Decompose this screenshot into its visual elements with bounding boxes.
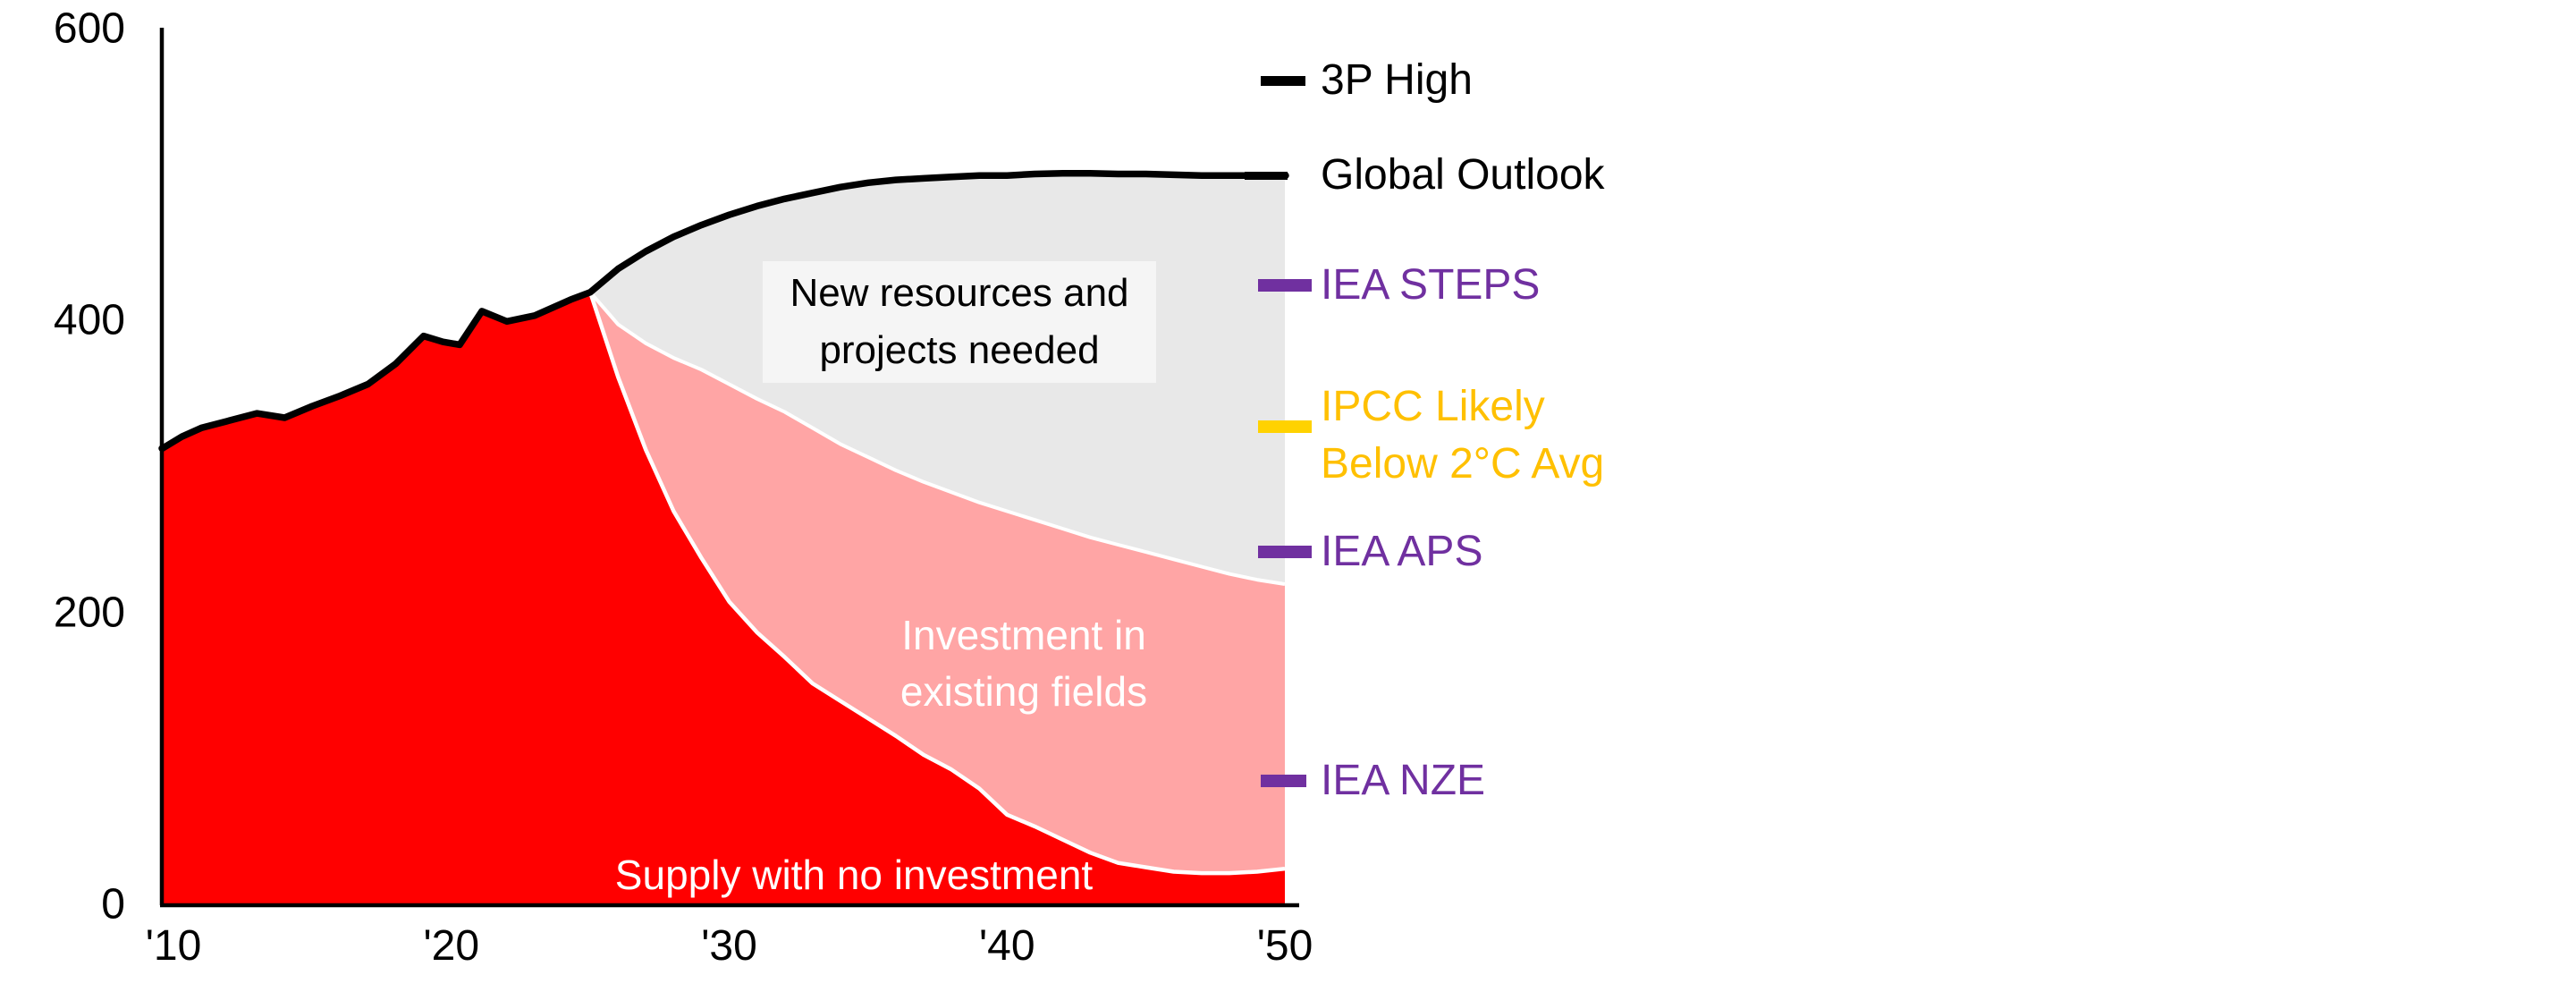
y-tick-0: 0 xyxy=(101,880,125,928)
legend-dash-iea-aps xyxy=(1258,546,1312,559)
y-tick-400: 400 xyxy=(53,296,125,344)
legend-label-global-outlook: Global Outlook xyxy=(1321,151,1605,199)
x-tick-2010: '10 xyxy=(145,922,202,970)
investment-label: Investment in existing fields xyxy=(900,607,1147,720)
y-tick-200: 200 xyxy=(53,589,125,637)
y-tick-600: 600 xyxy=(53,4,125,53)
x-tick-2050: '50 xyxy=(1256,922,1313,970)
area-existing-fields xyxy=(590,292,1285,874)
x-tick-2040: '40 xyxy=(978,922,1035,970)
x-tick-2030: '30 xyxy=(701,922,757,970)
supply-outlook-line xyxy=(158,169,1289,453)
legend-label-iea-aps: IEA APS xyxy=(1321,528,1483,576)
supply-outlook-chart xyxy=(158,28,1299,908)
new-resources-label: New resources and projects needed xyxy=(763,261,1156,383)
legend-label-iea-nze: IEA NZE xyxy=(1321,757,1486,805)
legend-label-3p-high: 3P High xyxy=(1321,56,1473,105)
legend-label-ipcc-likely: IPCC Likely Below 2°C Avg xyxy=(1321,382,1605,488)
supply-label: Supply with no investment xyxy=(614,852,1094,898)
legend-dash-iea-steps xyxy=(1258,278,1312,292)
no-investment-top-stroke xyxy=(587,291,1286,876)
existing-fields-top-stroke xyxy=(588,291,1286,586)
investment-label-line2: existing fields xyxy=(899,668,1148,715)
legend-dash-ipcc-likely xyxy=(1258,420,1312,433)
legend-dash-3p-high xyxy=(1261,75,1305,86)
legend-label-iea-steps: IEA STEPS xyxy=(1321,260,1541,309)
legend-dash-global-outlook xyxy=(1245,171,1288,180)
investment-label-line1: Investment in xyxy=(901,612,1146,658)
new-resources-label-line1: New resources and xyxy=(790,271,1129,315)
new-resources-label-line2: projects needed xyxy=(819,328,1100,372)
legend-dash-iea-nze xyxy=(1261,775,1306,788)
area-no-investment xyxy=(162,292,1285,903)
x-tick-2020: '20 xyxy=(423,922,480,970)
